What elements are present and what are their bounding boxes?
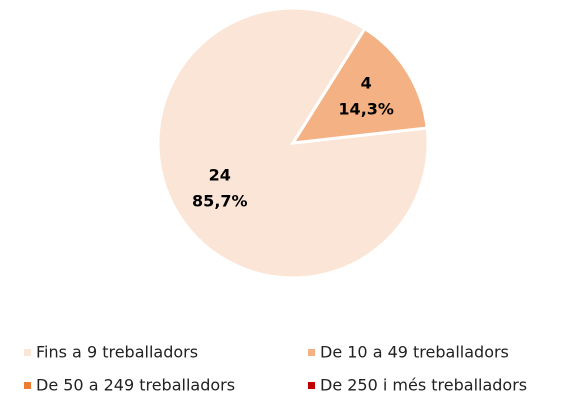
slice-percent-label: 14,3% [338,100,394,119]
slice-percent-label: 85,7% [192,191,248,210]
slice-value-label: 24 [209,165,231,184]
legend-swatch [308,382,315,389]
legend-label: De 10 a 49 treballadors [320,343,509,362]
legend-label: Fins a 9 treballadors [36,343,198,362]
legend-label: De 50 a 249 treballadors [36,376,235,395]
legend-swatch [24,349,31,356]
legend-swatch [24,382,31,389]
legend-label: De 250 i més treballadors [320,376,527,395]
legend-swatch [308,349,315,356]
slice-value-label: 4 [361,74,372,93]
pie-slice [290,26,429,145]
